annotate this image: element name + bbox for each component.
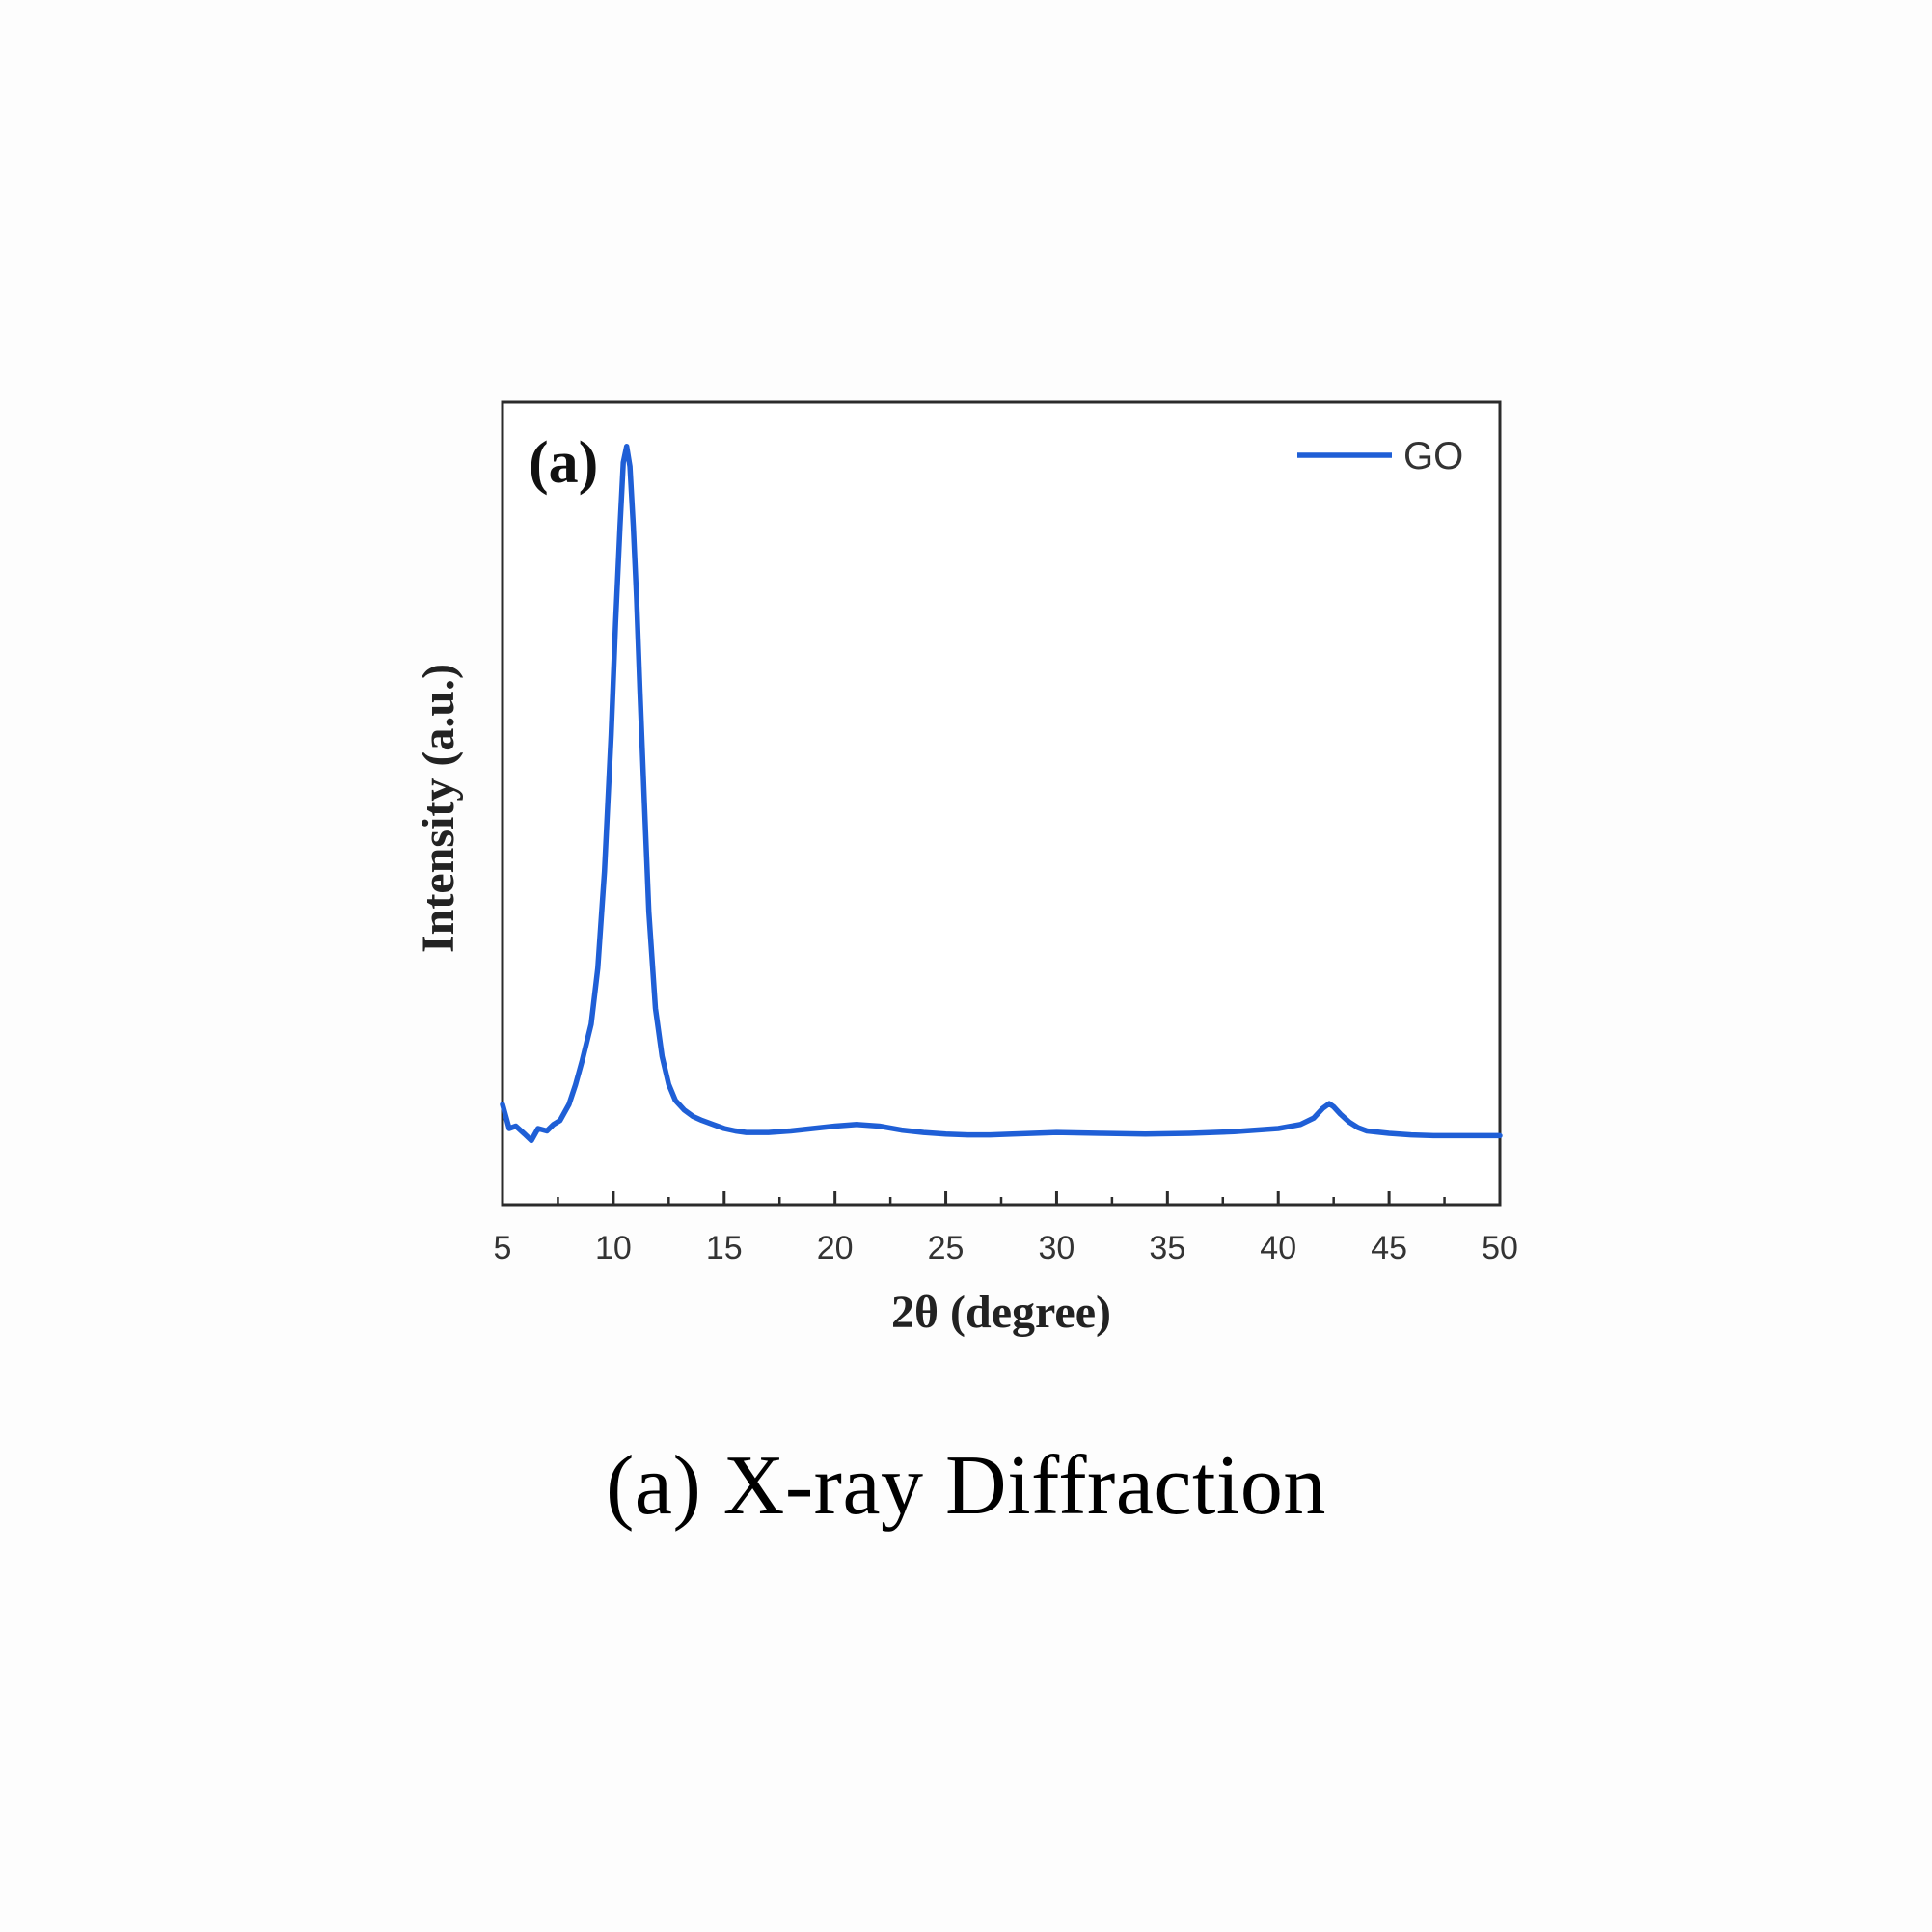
- x-tick-label: 50: [1482, 1230, 1518, 1266]
- figure-caption: (a) X-ray Diffraction: [606, 1439, 1326, 1533]
- x-tick-label: 30: [1039, 1230, 1075, 1266]
- x-tick-label: 45: [1371, 1230, 1407, 1266]
- x-axis-ticks: [501, 1191, 1502, 1205]
- panel-label: (a): [529, 430, 598, 496]
- x-tick-label: 20: [817, 1230, 854, 1266]
- x-tick-label: 25: [928, 1230, 965, 1266]
- legend-label-go: GO: [1403, 435, 1463, 477]
- x-tick-label: 5: [494, 1230, 512, 1266]
- plot-frame: [501, 400, 1502, 1207]
- legend: GO: [1297, 435, 1463, 477]
- x-tick-label: 40: [1260, 1230, 1296, 1266]
- y-axis-label: Intensity (a.u.): [413, 664, 464, 953]
- x-axis-label: 2θ (degree): [891, 1287, 1111, 1338]
- x-axis-tick-labels: 5 10 15 20 25 30 35 40 45 50: [494, 1230, 1518, 1266]
- x-tick-label: 15: [706, 1230, 743, 1266]
- series-line-go: [500, 444, 1503, 1144]
- x-tick-label: 35: [1149, 1230, 1185, 1266]
- x-tick-label: 10: [595, 1230, 632, 1266]
